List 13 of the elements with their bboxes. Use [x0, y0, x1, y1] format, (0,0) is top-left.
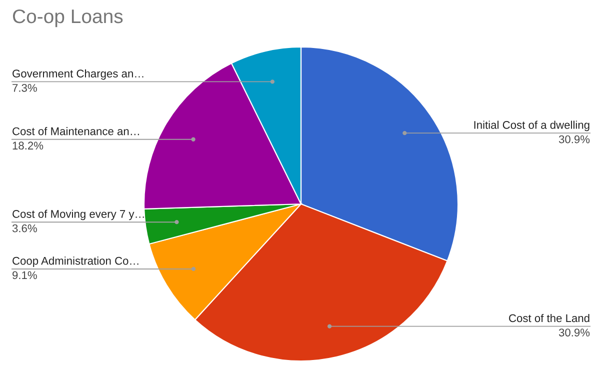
slice-label: Government Charges an… — [12, 69, 144, 80]
data-label: 7.3% — [12, 84, 37, 92]
data-label: 3.6% — [12, 224, 37, 232]
slice-label: Cost of Moving every 7 y… — [12, 210, 144, 220]
data-label: 30.9% — [558, 328, 590, 336]
slice-label: Coop Administration Co… — [12, 256, 138, 267]
data-label: 30.9% — [558, 135, 590, 144]
slice-label: Cost of Maintenance an… — [12, 127, 139, 136]
chart-title: Co-op Loans — [12, 9, 123, 28]
data-label: 18.2% — [12, 142, 44, 150]
slice-label: Cost of the Land — [509, 314, 590, 322]
slice-label: Initial Cost of a dwelling — [474, 120, 590, 132]
data-label: 9.1% — [12, 271, 37, 280]
